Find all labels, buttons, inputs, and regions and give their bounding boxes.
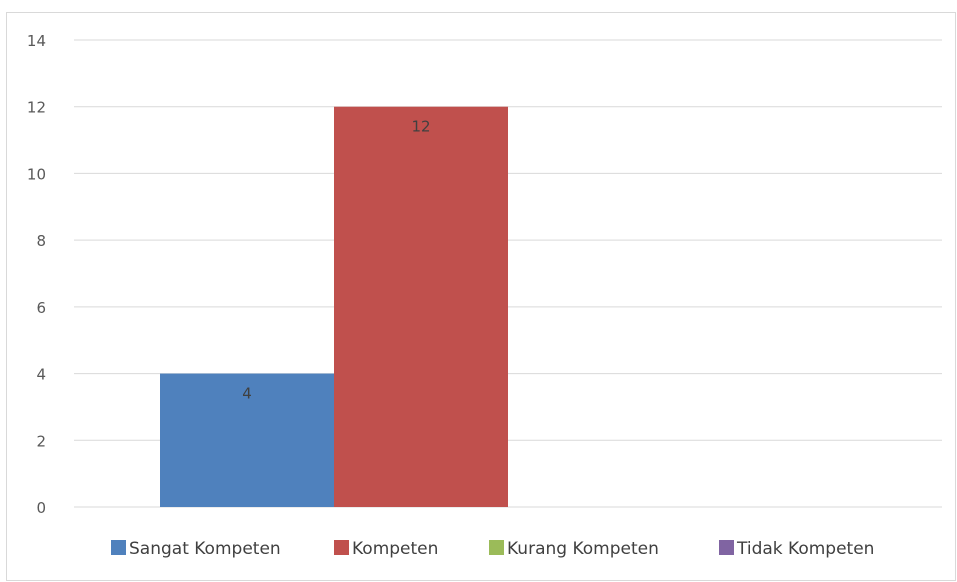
legend-label: Tidak Kompeten bbox=[736, 539, 874, 559]
y-tick-label: 2 bbox=[36, 432, 46, 450]
legend-swatch bbox=[111, 540, 126, 555]
y-tick-label: 10 bbox=[27, 165, 46, 183]
y-tick-label: 14 bbox=[27, 32, 46, 50]
y-axis-ticks: 0 2 4 6 8 10 12 14 bbox=[27, 32, 46, 517]
legend: Sangat Kompeten Kompeten Kurang Kompeten Ti… bbox=[111, 539, 874, 559]
legend-swatch bbox=[334, 540, 349, 555]
data-label: 4 bbox=[242, 385, 252, 403]
bar-kompeten bbox=[334, 106, 508, 507]
legend-label: Kurang Kompeten bbox=[507, 539, 659, 559]
data-labels: 4 12 bbox=[242, 118, 430, 403]
data-label: 12 bbox=[411, 118, 430, 136]
bar-sangat-kompeten bbox=[160, 373, 334, 507]
y-tick-label: 8 bbox=[36, 232, 46, 250]
y-tick-label: 4 bbox=[36, 366, 46, 384]
legend-swatch bbox=[719, 540, 734, 555]
legend-label: Sangat Kompeten bbox=[129, 539, 281, 559]
legend-label: Kompeten bbox=[352, 539, 438, 559]
legend-swatch bbox=[489, 540, 504, 555]
y-tick-label: 12 bbox=[27, 99, 46, 117]
bars bbox=[160, 106, 508, 507]
y-tick-label: 6 bbox=[36, 299, 46, 317]
y-tick-label: 0 bbox=[36, 499, 46, 517]
